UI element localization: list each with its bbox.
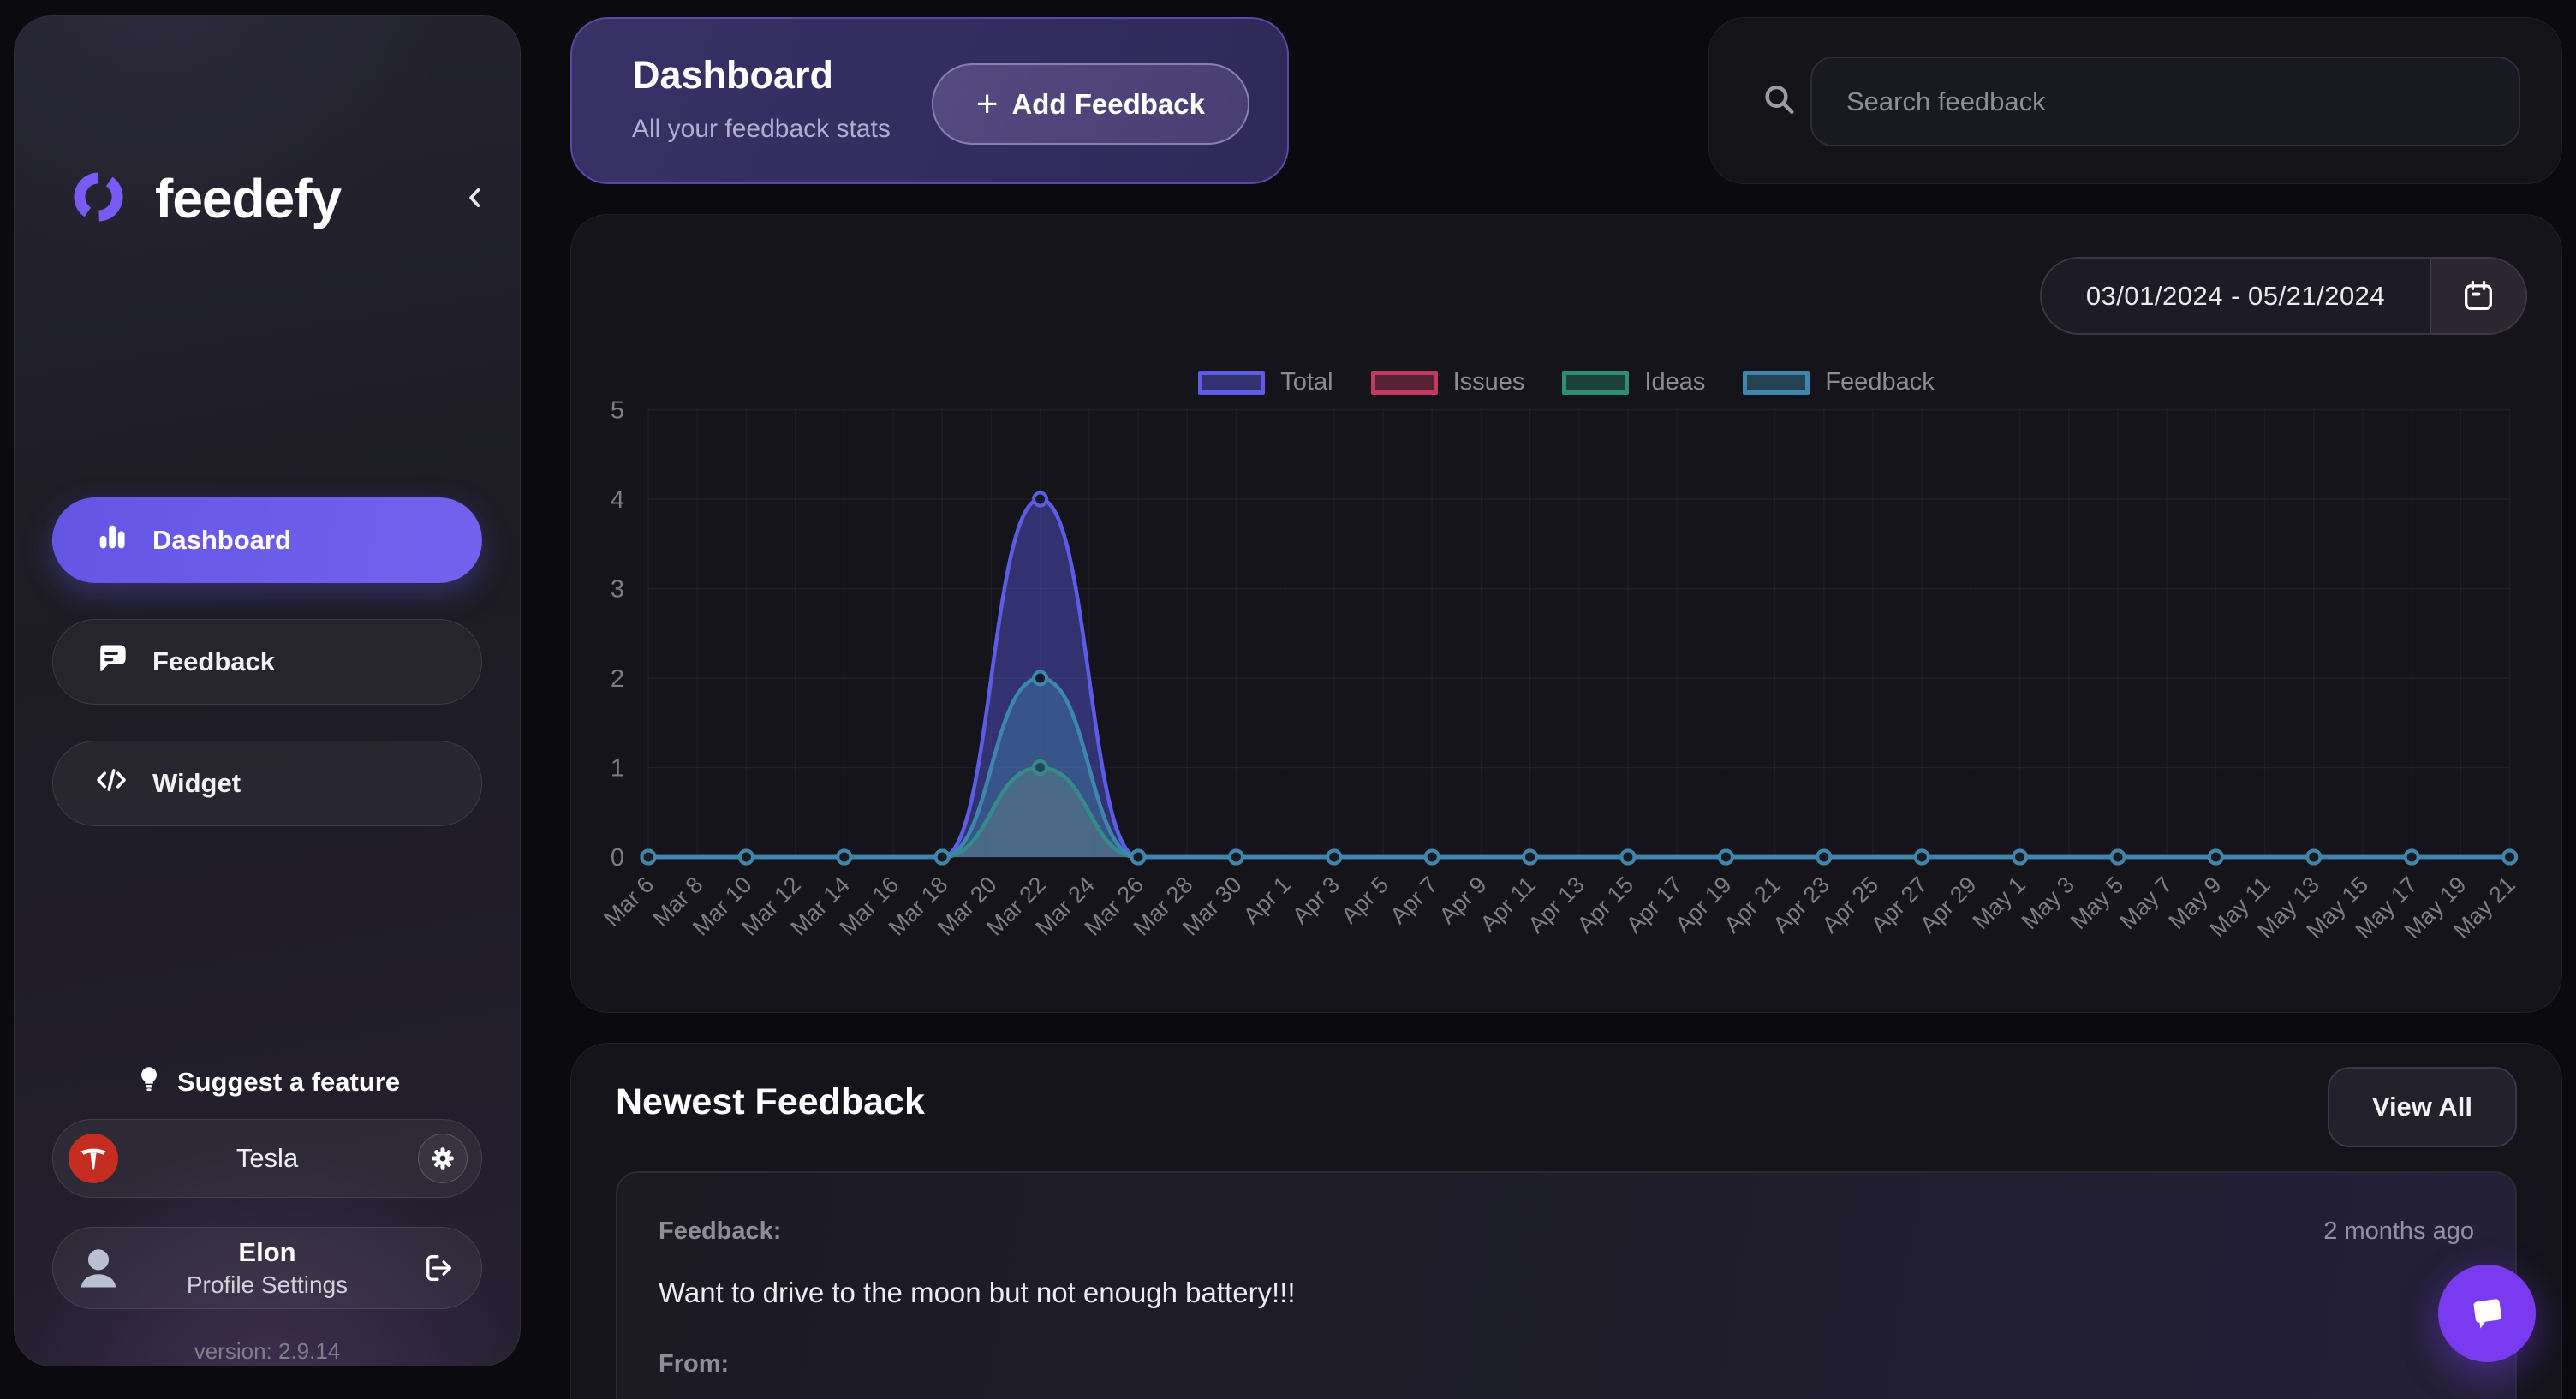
page-title: Dashboard (632, 53, 834, 97)
sidebar-item-dashboard[interactable]: Dashboard (52, 497, 482, 583)
page-header-card: Dashboard All your feedback stats + Add … (570, 17, 1289, 184)
stats-chart-card: 03/01/2024 - 05/21/2024 Total Issues Ideas… (570, 214, 2562, 1013)
legend-label: Ideas (1644, 368, 1706, 396)
collapse-sidebar-button[interactable] (456, 179, 494, 217)
profile-name: Elon (238, 1237, 296, 1267)
legend-swatch (1370, 370, 1438, 395)
svg-text:5: 5 (611, 397, 624, 425)
svg-text:Apr 3: Apr 3 (1287, 872, 1345, 929)
legend-label: Feedback (1825, 368, 1935, 396)
svg-text:3: 3 (611, 576, 624, 604)
legend-item-total[interactable]: Total (1198, 368, 1333, 396)
bar-chart-icon (94, 520, 128, 561)
feedback-text: Want to drive to the moon but not enough… (659, 1277, 1296, 1308)
search-input[interactable] (1810, 57, 2520, 146)
feedback-timestamp: 2 months ago (2323, 1217, 2474, 1245)
svg-text:May 1: May 1 (1968, 872, 2030, 934)
newest-feedback-title: Newest Feedback (616, 1081, 925, 1122)
plus-icon: + (975, 82, 999, 125)
lightbulb-icon (134, 1064, 164, 1100)
logo: feedefy (71, 167, 342, 230)
legend-label: Issues (1452, 368, 1525, 396)
suggest-feature-button[interactable]: Suggest a feature (15, 1064, 520, 1100)
svg-text:4: 4 (611, 486, 624, 514)
calendar-icon (2465, 280, 2492, 310)
chat-widget-icon (2473, 1299, 2501, 1329)
logout-icon (426, 1255, 451, 1281)
svg-text:Apr 7: Apr 7 (1386, 872, 1443, 929)
page-subtitle: All your feedback stats (632, 115, 891, 143)
newest-feedback-panel: Newest Feedback View All Feedback: 2 mon… (570, 1043, 2562, 1399)
feedefy-logo-icon (71, 170, 126, 229)
logout-button[interactable] (420, 1249, 457, 1287)
svg-text:Apr 5: Apr 5 (1336, 872, 1393, 929)
profile-text: Elon Profile Settings (53, 1228, 481, 1308)
svg-text:2: 2 (611, 665, 624, 693)
sidebar-nav: Dashboard Feedback (52, 497, 482, 826)
legend-item-ideas[interactable]: Ideas (1562, 368, 1705, 396)
tesla-logo-icon (69, 1134, 118, 1183)
view-all-button[interactable]: View All (2327, 1067, 2517, 1147)
add-feedback-button[interactable]: + Add Feedback (931, 63, 1249, 145)
svg-text:Mar 6: Mar 6 (599, 872, 659, 932)
workspace-selector[interactable]: Tesla (52, 1119, 482, 1198)
svg-text:May 7: May 7 (2114, 872, 2177, 934)
sidebar-item-widget[interactable]: Widget (52, 741, 482, 826)
sidebar-item-feedback[interactable]: Feedback (52, 619, 482, 705)
app-name: feedefy (155, 168, 342, 229)
svg-text:May 3: May 3 (2017, 872, 2079, 934)
sidebar: feedefy Dashboard (14, 15, 521, 1366)
feedback-list-item: Feedback: 2 months ago Want to drive to … (616, 1171, 2517, 1399)
svg-text:May 5: May 5 (2066, 872, 2128, 934)
search-icon (1759, 79, 1798, 122)
sidebar-item-label: Feedback (152, 646, 276, 676)
app-version: version: 2.9.14 (194, 1338, 341, 1364)
legend-item-feedback[interactable]: Feedback (1743, 368, 1935, 396)
feedback-from-label: From: (659, 1350, 730, 1378)
profile-subtitle: Profile Settings (186, 1271, 349, 1298)
workspace-name: Tesla (236, 1143, 299, 1173)
gear-icon (432, 1147, 454, 1170)
legend-swatch (1198, 370, 1266, 395)
legend-item-issues[interactable]: Issues (1370, 368, 1525, 396)
view-all-label: View All (2371, 1092, 2472, 1122)
svg-text:Apr 29: Apr 29 (1915, 872, 1981, 938)
sidebar-item-label: Widget (152, 768, 242, 798)
chevron-left-icon (469, 188, 480, 208)
suggest-feature-label: Suggest a feature (176, 1067, 401, 1097)
svg-text:Apr 1: Apr 1 (1238, 872, 1296, 929)
legend-swatch (1743, 370, 1810, 395)
workspace-settings-button[interactable] (418, 1134, 468, 1183)
calendar-button[interactable] (2430, 259, 2525, 333)
chat-widget-button[interactable] (2438, 1265, 2536, 1362)
chat-bubble-icon (94, 641, 128, 682)
legend-label: Total (1280, 368, 1333, 396)
svg-text:1: 1 (611, 755, 624, 783)
code-icon (94, 763, 128, 804)
svg-text:0: 0 (611, 844, 624, 872)
profile-settings-row[interactable]: Elon Profile Settings (52, 1227, 482, 1309)
avatar-icon (74, 1243, 123, 1293)
date-range-value: 03/01/2024 - 05/21/2024 (2085, 280, 2386, 311)
chart-legend: Total Issues Ideas Feedback (571, 368, 2561, 396)
date-range-picker[interactable]: 03/01/2024 - 05/21/2024 (2040, 257, 2527, 335)
feedback-field-label: Feedback: (659, 1217, 782, 1245)
add-feedback-label: Add Feedback (1011, 87, 1205, 120)
search-card (1708, 17, 2562, 184)
legend-swatch (1562, 370, 1630, 395)
sidebar-item-label: Dashboard (152, 525, 291, 555)
